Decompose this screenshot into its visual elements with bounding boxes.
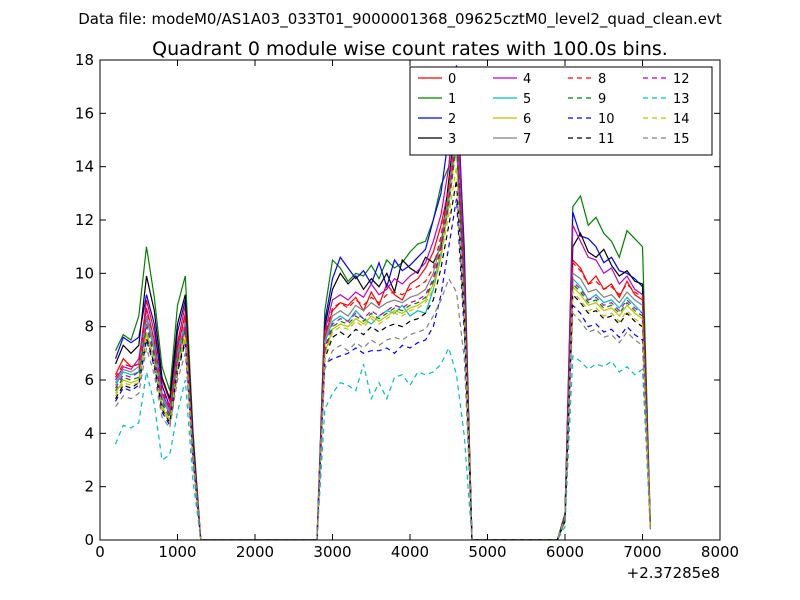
- legend-label-5: 5: [523, 92, 531, 107]
- legend-label-11: 11: [598, 132, 615, 147]
- chart-suptitle: Data file: modeM0/AS1A03_033T01_90000013…: [78, 10, 722, 29]
- legend-label-7: 7: [523, 132, 531, 147]
- x-tick-label: 7000: [623, 543, 661, 561]
- y-tick-label: 2: [84, 478, 94, 496]
- y-tick-label: 16: [75, 104, 94, 122]
- chart-title: Quadrant 0 module wise count rates with …: [152, 38, 668, 60]
- series-line-8: [114, 118, 651, 540]
- x-offset-label: +2.37285e8: [627, 564, 720, 582]
- legend-label-14: 14: [673, 112, 690, 127]
- x-tick-label: 2000: [236, 543, 274, 561]
- legend-label-3: 3: [448, 132, 456, 147]
- series-line-14: [114, 166, 651, 540]
- x-tick-label: 5000: [468, 543, 506, 561]
- y-tick-label: 12: [75, 211, 94, 229]
- y-tick-label: 18: [75, 51, 94, 69]
- legend-label-0: 0: [448, 72, 456, 87]
- y-tick-label: 6: [84, 371, 94, 389]
- y-tick-label: 4: [84, 424, 94, 442]
- y-tick-label: 14: [75, 158, 94, 176]
- legend-label-6: 6: [523, 112, 531, 127]
- x-tick-label: 3000: [313, 543, 351, 561]
- x-tick-label: 8000: [701, 543, 739, 561]
- legend-label-15: 15: [673, 132, 690, 147]
- legend-label-10: 10: [598, 112, 615, 127]
- x-tick-label: 4000: [391, 543, 429, 561]
- x-tick-label: 6000: [546, 543, 584, 561]
- legend-box: [409, 66, 713, 156]
- y-tick-label: 8: [84, 318, 94, 336]
- legend-label-1: 1: [448, 92, 456, 107]
- y-tick-label: 0: [84, 531, 94, 549]
- legend-label-8: 8: [598, 72, 606, 87]
- series-line-11: [114, 179, 651, 540]
- legend-label-12: 12: [673, 72, 690, 87]
- x-tick-label: 1000: [158, 543, 196, 561]
- legend-label-13: 13: [673, 92, 690, 107]
- series-line-12: [114, 134, 651, 540]
- series-line-15: [115, 277, 651, 540]
- series-layer: [114, 65, 651, 540]
- legend-label-9: 9: [598, 92, 606, 107]
- series-line-2: [114, 65, 651, 540]
- axis-layer: 0 1000 2000 3000 4000 5000 6000 7000 80000246810…: [75, 51, 739, 561]
- legend-label-4: 4: [523, 72, 531, 87]
- series-line-3: [114, 113, 651, 540]
- y-tick-label: 10: [75, 264, 94, 282]
- x-tick-label: 0: [95, 543, 105, 561]
- series-line-13: [114, 346, 651, 540]
- legend-label-2: 2: [448, 112, 456, 127]
